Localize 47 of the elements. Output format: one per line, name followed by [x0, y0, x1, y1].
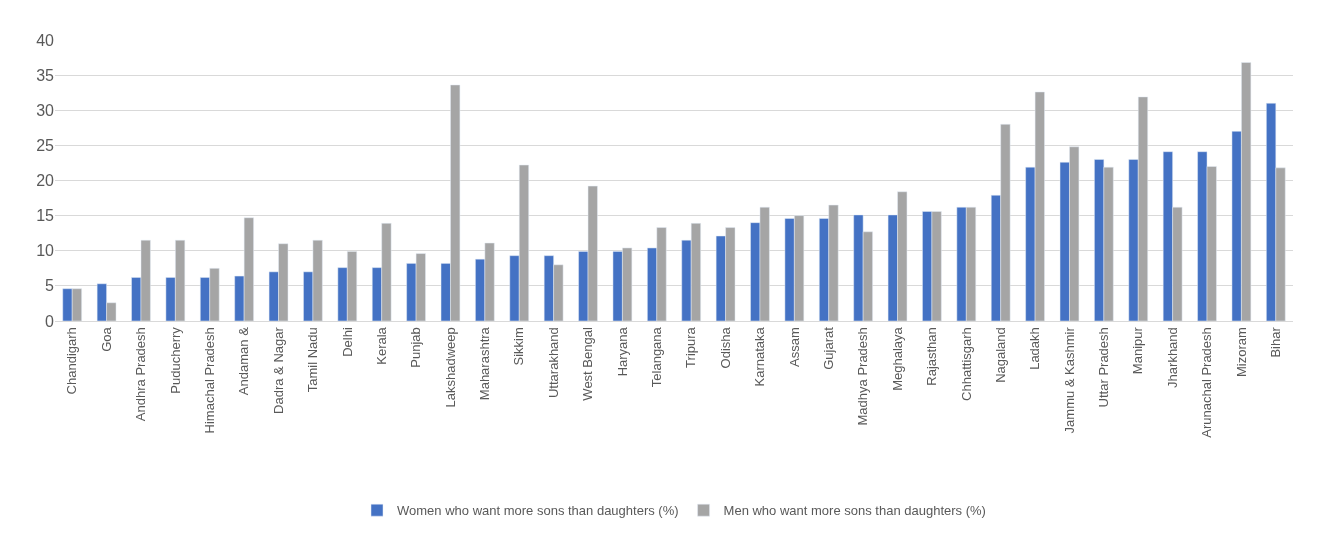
- y-tick-label: 15: [36, 207, 55, 225]
- y-tick-label: 25: [36, 136, 55, 154]
- x-tick-label: Mizoram: [1233, 327, 1249, 378]
- x-tick-label: Manipur: [1130, 326, 1146, 375]
- y-tick-label: 20: [36, 172, 55, 190]
- x-tick-label: Andaman &: [236, 326, 252, 396]
- x-tick-label: Kerala: [373, 326, 389, 365]
- y-tick-label: 35: [36, 66, 55, 84]
- y-tick-label: 5: [45, 277, 55, 295]
- x-tick-label: Maharashtra: [477, 326, 493, 401]
- x-tick-label: Chhattisgarh: [958, 327, 974, 401]
- x-tick-label: Delhi: [339, 327, 355, 357]
- x-tick-label: Punjab: [408, 327, 424, 368]
- x-tick-label: Jharkhand: [1164, 327, 1180, 388]
- y-tick-label: 30: [36, 101, 55, 119]
- x-tick-label: Tamil Nadu: [305, 327, 321, 393]
- x-tick-label: Lakshadweep: [442, 327, 458, 408]
- x-tick-label: Tripura: [683, 326, 699, 368]
- x-tick-label: Uttarakhand: [545, 327, 561, 399]
- x-tick-label: Gujarat: [820, 326, 836, 370]
- x-tick-label: Goa: [98, 326, 114, 352]
- x-tick-label: Puducherry: [167, 326, 183, 394]
- x-tick-label: Chandigarh: [64, 327, 80, 395]
- x-tick-label: Madhya Pradesh: [855, 327, 871, 426]
- x-tick-label: Himachal Pradesh: [201, 327, 217, 434]
- x-tick-label: Assam: [786, 327, 802, 367]
- x-tick-label: Rajasthan: [924, 327, 940, 386]
- x-tick-label: Jammu & Kashmir: [1061, 326, 1077, 434]
- x-tick-label: Andhra Pradesh: [133, 327, 149, 422]
- legend-label: Women who want more sons than daughters (%): [397, 503, 679, 519]
- x-tick-label: Bihar: [1268, 326, 1284, 358]
- x-tick-label: Meghalaya: [889, 326, 905, 391]
- x-tick-label: Ladakh: [1027, 327, 1043, 370]
- legend-label: Men who want more sons than daughters (%): [723, 503, 986, 519]
- x-tick-label: Haryana: [614, 326, 630, 377]
- y-tick-label: 40: [36, 31, 55, 49]
- y-tick-label: 10: [36, 242, 55, 260]
- x-tick-label: Uttar Pradesh: [1096, 327, 1112, 408]
- x-tick-label: Odisha: [717, 326, 733, 369]
- x-tick-label: Dadra & Nagar: [270, 326, 286, 414]
- x-tick-label: West Bengal: [580, 327, 596, 401]
- x-tick-label: Sikkim: [511, 327, 527, 366]
- x-tick-label: Karnataka: [752, 326, 768, 387]
- y-tick-label: 0: [45, 312, 55, 330]
- x-tick-label: Telangana: [649, 326, 665, 388]
- x-tick-label: Arunachal Pradesh: [1199, 327, 1215, 438]
- x-tick-label: Nagaland: [992, 327, 1008, 383]
